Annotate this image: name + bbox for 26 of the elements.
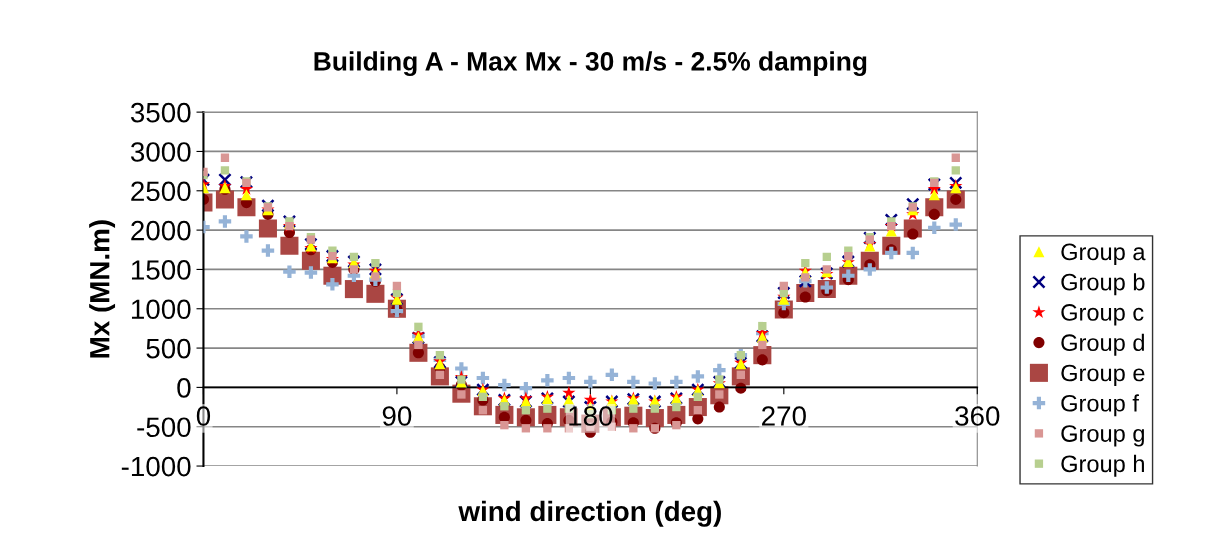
legend-label: Group c [1061, 304, 1144, 326]
y-tick-label: 1000 [131, 299, 191, 320]
legend-label: Group e [1061, 364, 1145, 387]
x-tick-label: 270 [762, 406, 806, 426]
x-tick-label: 0 [196, 406, 211, 426]
legend-label: Group f [1061, 394, 1139, 417]
y-tick-label: 0 [177, 378, 191, 398]
x-tick-label: 360 [955, 406, 1000, 426]
legend-label: Group a [1061, 243, 1146, 265]
y-tick-label: 3500 [130, 102, 191, 123]
legend-label: Group d [1061, 333, 1144, 356]
x-axis-title: wind direction (deg) [458, 500, 721, 527]
legend-label: Group b [1061, 273, 1145, 296]
legend-label: Group g [1061, 425, 1144, 447]
y-tick-label: 2000 [131, 220, 191, 241]
y-tick-label: -1000 [121, 456, 191, 477]
y-tick-label: -500 [137, 417, 191, 438]
y-tick-label: 2500 [131, 181, 191, 202]
y-axis-title: Mx (MN.m) [89, 220, 116, 358]
legend-label: Group h [1061, 454, 1144, 477]
x-tick-label: 180 [569, 406, 613, 426]
chart-title: Building A - Max Mx - 30 m/s - 2.5% damping [314, 51, 867, 77]
y-tick-label: 1500 [131, 260, 191, 280]
y-tick-label: 3000 [130, 142, 191, 162]
x-tick-label: 90 [382, 406, 412, 426]
y-tick-label: 500 [146, 338, 191, 359]
